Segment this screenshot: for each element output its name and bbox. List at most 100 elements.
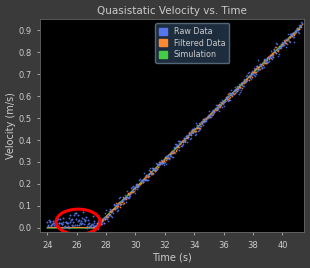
Point (262, 57, 267, 61)
Point (230, 90, 235, 94)
Point (135, 183, 140, 187)
Point (216, 103, 221, 107)
Point (295, 30, 300, 34)
Point (223, 96, 228, 100)
Point (158, 162, 163, 166)
Point (296, 27, 301, 32)
Point (125, 192, 130, 196)
Point (296, 31, 301, 35)
Point (100, 222, 104, 227)
Point (101, 216, 106, 220)
Point (150, 166, 155, 170)
Point (162, 158, 166, 162)
Point (169, 155, 174, 159)
Point (268, 48, 273, 53)
Point (90, 223, 95, 227)
Point (203, 116, 208, 120)
Point (246, 75, 251, 80)
Point (246, 74, 251, 79)
Point (164, 154, 169, 159)
Point (126, 193, 131, 198)
Point (288, 34, 293, 39)
Point (184, 134, 189, 138)
Point (291, 40, 296, 44)
Point (175, 145, 179, 149)
Point (290, 33, 294, 37)
Point (133, 191, 138, 195)
Point (254, 66, 259, 70)
Point (247, 76, 252, 80)
Point (148, 169, 153, 173)
Point (115, 209, 120, 213)
Point (246, 78, 251, 82)
Point (153, 168, 157, 172)
Point (126, 196, 131, 200)
Point (225, 97, 230, 102)
Point (276, 44, 281, 48)
Point (158, 158, 163, 162)
Point (159, 160, 164, 165)
Point (173, 146, 178, 150)
Point (241, 84, 246, 88)
Point (174, 147, 179, 152)
Point (172, 142, 177, 147)
Point (272, 47, 277, 51)
Point (60, 222, 64, 226)
Point (117, 205, 122, 210)
Point (110, 211, 115, 215)
Point (99, 220, 104, 224)
Point (125, 195, 130, 200)
Point (195, 122, 200, 127)
Point (276, 46, 281, 50)
Point (151, 172, 156, 176)
Point (232, 88, 237, 92)
Point (268, 54, 273, 58)
Point (172, 150, 177, 154)
Point (277, 46, 282, 50)
Point (202, 117, 207, 121)
Point (70, 217, 75, 221)
Point (85, 221, 90, 226)
Point (215, 107, 219, 111)
Point (276, 47, 281, 51)
Point (108, 207, 113, 211)
Point (272, 48, 277, 52)
Point (178, 139, 183, 143)
Point (61, 225, 66, 229)
Point (96, 222, 101, 226)
Point (221, 104, 226, 108)
Point (185, 136, 190, 140)
Point (116, 201, 121, 206)
Point (128, 191, 133, 195)
Point (218, 104, 223, 108)
Point (269, 55, 274, 60)
Point (45, 222, 50, 227)
Point (236, 87, 241, 91)
Point (93, 227, 98, 231)
Point (196, 121, 201, 125)
Point (256, 67, 261, 72)
Point (131, 187, 136, 191)
Point (101, 216, 106, 220)
Point (165, 153, 170, 157)
Point (288, 35, 293, 39)
Point (266, 55, 271, 59)
Point (197, 127, 202, 131)
Point (272, 45, 277, 49)
Point (263, 59, 268, 64)
Point (96, 219, 101, 223)
Point (67, 226, 72, 230)
Point (264, 61, 269, 65)
Point (133, 187, 138, 192)
Point (124, 196, 129, 201)
Point (138, 180, 143, 185)
Point (149, 172, 154, 177)
Point (242, 77, 247, 82)
Point (280, 44, 285, 48)
Point (293, 30, 298, 34)
Point (186, 133, 191, 137)
Point (89, 225, 94, 229)
Point (245, 77, 250, 81)
Point (48, 222, 53, 227)
Point (263, 60, 268, 64)
